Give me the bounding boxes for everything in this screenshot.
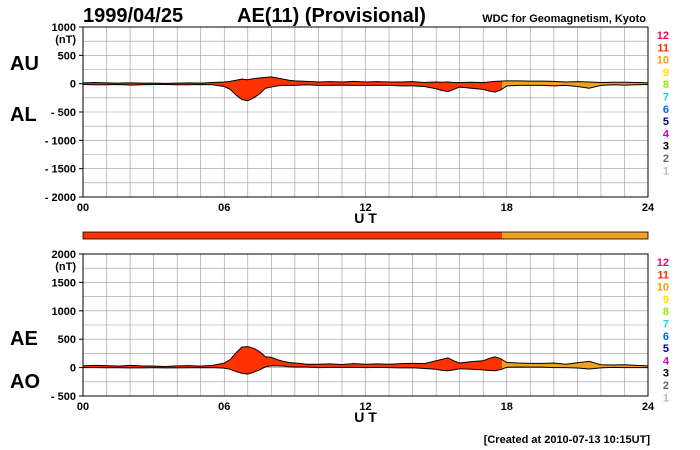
plot-frame — [82, 253, 649, 397]
y-tick-label: - 1000 — [45, 135, 76, 147]
legend-count-8: 8 — [663, 306, 669, 318]
series-line-au — [82, 76, 649, 84]
y-tick-label: 1500 — [52, 277, 76, 289]
series-line-ae — [82, 346, 649, 367]
plot-title: AE(11) (Provisional) — [237, 5, 426, 27]
area-fill-10-stations — [502, 80, 648, 90]
legend-count-4: 4 — [663, 355, 670, 367]
station-bar-frame — [82, 231, 649, 240]
x-tick-label: 06 — [218, 202, 230, 214]
station-bar-segment-10 — [502, 232, 648, 239]
y-unit-label: (nT) — [55, 261, 76, 273]
legend-count-4: 4 — [663, 128, 670, 140]
plot-date: 1999/04/25 — [83, 5, 183, 27]
y-unit-label: (nT) — [55, 34, 76, 46]
legend-count-8: 8 — [663, 79, 669, 91]
series-line-al — [82, 84, 649, 102]
x-tick-label: 00 — [77, 202, 89, 214]
created-timestamp: [Created at 2010-07-13 10:15UT] — [484, 434, 651, 446]
y-tick-label: - 2000 — [45, 192, 76, 204]
y-tick-label: 1000 — [52, 22, 76, 34]
y-tick-label: 0 — [70, 363, 76, 375]
area-fill-11-stations — [83, 76, 503, 101]
legend-count-3: 3 — [663, 368, 669, 380]
x-tick-label: 18 — [501, 202, 513, 214]
legend-count-10: 10 — [657, 55, 669, 67]
legend-count-9: 9 — [663, 67, 669, 79]
series-label-al: AL — [10, 104, 37, 126]
legend-count-2: 2 — [663, 153, 669, 165]
x-tick-label: 24 — [642, 401, 655, 413]
y-tick-label: 0 — [70, 79, 76, 91]
legend-count-12: 12 — [657, 257, 669, 269]
data-source: WDC for Geomagnetism, Kyoto — [482, 13, 646, 25]
legend-count-9: 9 — [663, 294, 669, 306]
series-label-ao: AO — [10, 371, 40, 393]
x-axis-title: U T — [354, 210, 377, 226]
legend-count-10: 10 — [657, 282, 669, 294]
legend-count-11: 11 — [657, 269, 669, 281]
legend-count-5: 5 — [663, 116, 669, 128]
legend-count-5: 5 — [663, 343, 669, 355]
y-tick-label: - 500 — [51, 107, 76, 119]
x-tick-label: 24 — [642, 202, 655, 214]
legend-count-6: 6 — [663, 331, 669, 343]
y-tick-label: 500 — [58, 50, 76, 62]
legend-count-7: 7 — [663, 92, 669, 104]
legend-count-6: 6 — [663, 104, 669, 116]
series-label-au: AU — [10, 53, 39, 75]
legend-count-11: 11 — [657, 42, 669, 54]
y-tick-label: - 1500 — [45, 164, 76, 176]
x-axis-title: U T — [354, 409, 377, 425]
legend-count-12: 12 — [657, 30, 669, 42]
legend-count-2: 2 — [663, 380, 669, 392]
x-tick-label: 12 — [359, 401, 371, 413]
series-label-ae: AE — [10, 328, 38, 350]
station-count-bar — [82, 231, 649, 240]
y-tick-label: - 500 — [51, 391, 76, 403]
legend-count-1: 1 — [663, 165, 669, 177]
x-tick-label: 06 — [218, 401, 230, 413]
y-tick-label: 500 — [58, 334, 76, 346]
x-tick-label: 12 — [359, 202, 371, 214]
x-tick-label: 18 — [501, 401, 513, 413]
y-tick-label: 2000 — [52, 249, 76, 261]
legend-count-3: 3 — [663, 141, 669, 153]
y-tick-label: 1000 — [52, 306, 76, 318]
station-bar-segment-11 — [83, 232, 503, 239]
x-tick-label: 00 — [77, 401, 89, 413]
panel-au-al: 1000 500 0 - 500 - 1000 - 1500 - 2000 (nT) 00 06 1… — [10, 22, 670, 226]
series-line-ao — [83, 365, 648, 375]
legend-count-1: 1 — [663, 392, 669, 404]
legend-count-7: 7 — [663, 319, 669, 331]
area-fill-11-stations — [83, 346, 503, 375]
